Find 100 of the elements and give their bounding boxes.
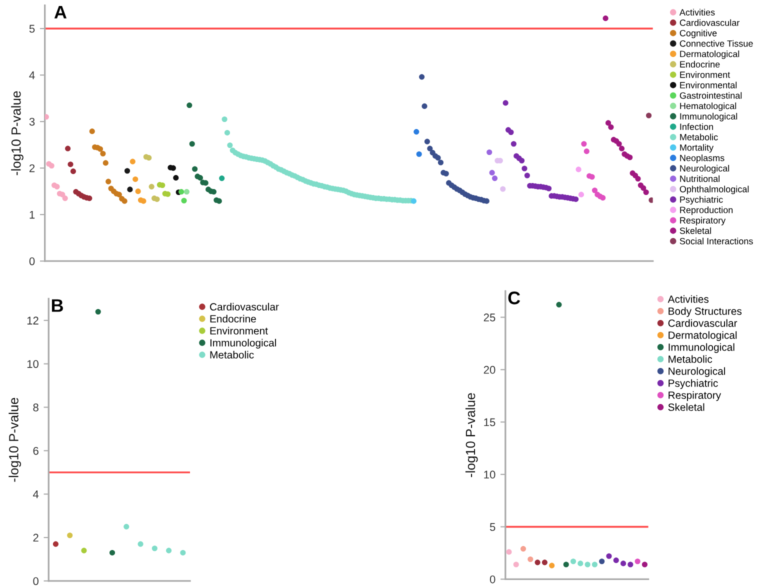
point xyxy=(52,541,58,547)
point xyxy=(100,150,106,156)
legend-label: Respiratory xyxy=(680,216,726,226)
point xyxy=(584,562,590,568)
point xyxy=(422,103,428,109)
legend-label: Nutritional xyxy=(680,175,720,182)
point xyxy=(616,141,622,147)
point xyxy=(506,549,512,555)
point xyxy=(589,174,595,180)
point xyxy=(124,524,130,530)
legend-label: Metabolic xyxy=(210,350,254,359)
point xyxy=(197,175,203,181)
point xyxy=(89,128,95,134)
legend-label: Environment xyxy=(210,326,268,335)
legend-label: Infection xyxy=(680,123,713,130)
point xyxy=(635,176,641,182)
point xyxy=(410,198,416,204)
point xyxy=(180,550,186,556)
point xyxy=(620,560,626,566)
y-tick-label: 10 xyxy=(27,360,38,368)
y-tick-label: 10 xyxy=(484,470,496,479)
point xyxy=(189,141,195,147)
point xyxy=(592,562,598,568)
legend-label: Neurological xyxy=(668,367,726,377)
point xyxy=(618,146,625,152)
legend-label: Skeletal xyxy=(668,403,704,411)
legend-label: Endocrine xyxy=(210,314,256,323)
legend-label: Cognitive xyxy=(680,30,717,38)
y-tick-label: 20 xyxy=(484,366,496,374)
point xyxy=(534,560,540,566)
point xyxy=(546,186,552,192)
point xyxy=(219,176,225,182)
point xyxy=(414,129,420,135)
y-tick-label: 0 xyxy=(33,577,38,586)
legend-label: Connective Tissue xyxy=(680,40,753,47)
legend-label: Mortality xyxy=(680,144,714,153)
point xyxy=(165,191,171,197)
point xyxy=(627,154,633,160)
chart-title: A xyxy=(54,6,67,18)
legend-label: Endocrine xyxy=(680,60,720,68)
point xyxy=(424,138,430,144)
point xyxy=(599,558,605,564)
y-tick-label: 4 xyxy=(32,490,39,498)
point xyxy=(54,184,60,190)
point xyxy=(500,186,506,192)
point xyxy=(508,129,514,136)
legend-label: Ophthalmological xyxy=(680,186,749,194)
point xyxy=(435,155,441,161)
point xyxy=(67,532,73,538)
legend-label: Neurological xyxy=(680,164,730,174)
point xyxy=(608,124,614,130)
point xyxy=(648,197,653,203)
point xyxy=(122,198,128,204)
y-axis-title: -log10 P-value xyxy=(11,91,24,176)
point xyxy=(109,550,116,556)
point xyxy=(186,102,192,108)
y-tick-label: 1 xyxy=(30,210,35,219)
point xyxy=(130,158,136,164)
y-tick-label: 15 xyxy=(484,418,496,426)
point xyxy=(138,541,144,547)
point xyxy=(556,302,562,308)
legend-label: Neoplasms xyxy=(680,154,724,163)
y-tick-label: 0 xyxy=(29,257,35,266)
point xyxy=(640,185,646,191)
legend-label: Reproduction xyxy=(680,206,733,215)
chart-title: C xyxy=(508,292,520,304)
point xyxy=(606,553,612,559)
point xyxy=(97,146,104,152)
point xyxy=(613,558,619,564)
point xyxy=(124,168,130,174)
point xyxy=(576,166,582,172)
point xyxy=(184,189,190,195)
legend-label: Environmental xyxy=(680,82,737,88)
chart-title: B xyxy=(52,299,63,312)
y-tick-label: 6 xyxy=(33,446,38,455)
point xyxy=(127,186,133,192)
legend-label: Body Structures xyxy=(668,307,742,317)
point xyxy=(438,160,444,166)
y-tick-label: 5 xyxy=(29,24,35,33)
point xyxy=(646,112,652,118)
legend-label: Activities xyxy=(679,8,715,16)
point xyxy=(135,188,141,194)
y-tick-label: 2 xyxy=(33,534,38,542)
point xyxy=(68,162,74,168)
point xyxy=(416,151,422,157)
point xyxy=(65,146,71,152)
y-tick-label: 12 xyxy=(27,316,38,324)
point xyxy=(486,149,492,156)
y-tick-label: 5 xyxy=(490,523,496,531)
y-tick-label: 0 xyxy=(490,575,496,584)
point xyxy=(628,562,634,568)
point xyxy=(443,170,449,176)
point xyxy=(427,146,433,152)
point xyxy=(642,562,648,568)
y-tick-label: 3 xyxy=(29,118,35,126)
point xyxy=(542,560,548,566)
point xyxy=(520,546,526,552)
legend-label: Skeletal xyxy=(680,227,711,234)
point xyxy=(148,184,154,190)
y-tick-label: 2 xyxy=(30,164,35,172)
